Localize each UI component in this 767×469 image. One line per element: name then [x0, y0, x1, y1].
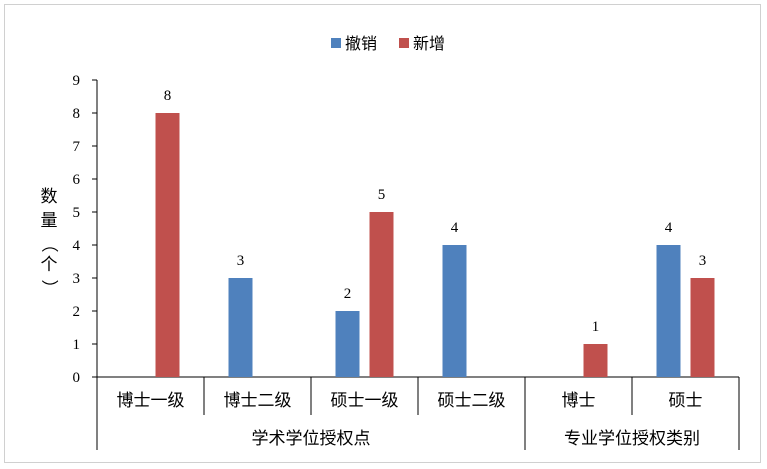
y-tick-label: 1: [73, 337, 81, 353]
x-category-label: 硕士一级: [331, 391, 399, 410]
bars: [155, 113, 715, 377]
data-label: 5: [378, 187, 386, 203]
bar-revoked: [442, 245, 467, 377]
legend-label: 新增: [413, 34, 445, 53]
data-label: 3: [699, 253, 707, 269]
bar-added: [583, 344, 608, 377]
data-label: 2: [344, 286, 352, 302]
y-title-char: 量: [41, 211, 58, 230]
legend: 撤销 新增: [331, 34, 445, 53]
y-tick-label: 5: [73, 205, 81, 221]
x-category-label: 博士二级: [224, 391, 292, 410]
legend-label: 撤销: [345, 34, 377, 53]
y-tick-label: 9: [73, 73, 81, 89]
x-category-label: 博士一级: [117, 391, 185, 410]
y-tick-label: 8: [73, 106, 81, 122]
y-tick-label: 0: [73, 370, 81, 386]
svg-text:）: ）: [40, 280, 59, 297]
y-tick-label: 2: [73, 304, 81, 320]
y-title-char: （: [40, 236, 59, 253]
bar-revoked: [228, 278, 253, 377]
data-label: 4: [665, 220, 673, 236]
y-title-char: 个: [41, 255, 58, 274]
data-label: 8: [164, 88, 172, 104]
legend-swatch: [331, 38, 341, 48]
svg-text:（: （: [40, 236, 59, 253]
bar-added: [369, 212, 394, 377]
y-axis-title: 数量 （ 个 ）: [40, 187, 59, 297]
bar-added: [155, 113, 180, 377]
x-category-label: 硕士二级: [438, 391, 506, 410]
data-label: 4: [451, 220, 459, 236]
y-tick-label: 7: [73, 139, 81, 155]
x-group-label: 专业学位授权类别: [564, 429, 700, 448]
y-title-char: ）: [40, 280, 59, 297]
y-tick-label: 4: [73, 238, 81, 254]
x-category-label: 博士: [562, 391, 596, 410]
legend-swatch: [399, 38, 409, 48]
bar-added: [690, 278, 715, 377]
y-tick-label: 6: [73, 172, 81, 188]
bar-revoked: [656, 245, 681, 377]
x-category-label: 硕士: [669, 391, 703, 410]
y-tick-label: 3: [73, 271, 81, 287]
bar-revoked: [335, 311, 360, 377]
data-label: 3: [237, 253, 245, 269]
axes: 0 1 2 3 4 5 6 7 8 9: [73, 73, 740, 450]
data-labels: 8 3 2 5 4 1 4 3: [164, 88, 707, 335]
data-label: 1: [592, 319, 600, 335]
x-group-label: 学术学位授权点: [252, 429, 371, 448]
y-title-char: 数: [41, 187, 58, 206]
